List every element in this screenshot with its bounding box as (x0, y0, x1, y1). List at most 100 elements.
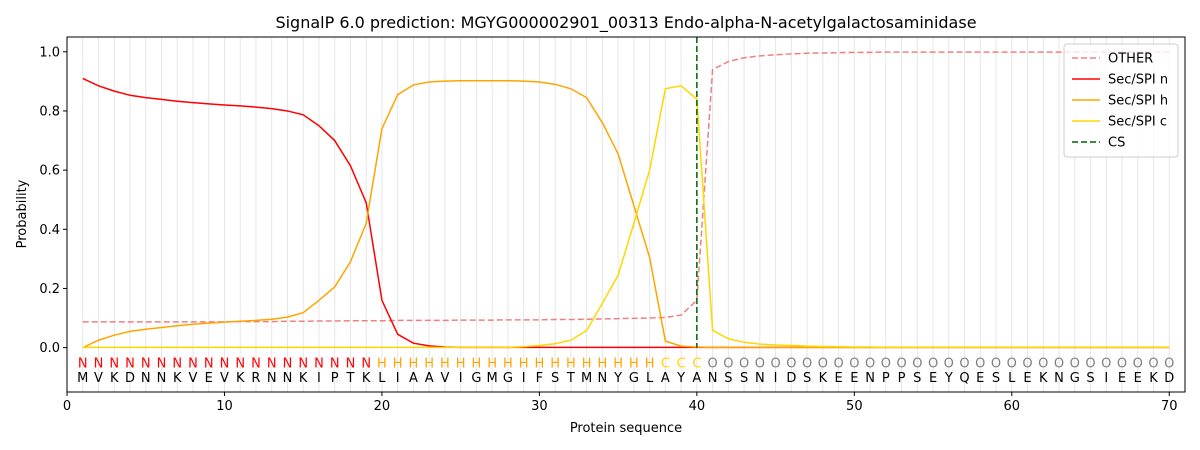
state-label: N (188, 356, 198, 371)
residue-label: M (581, 371, 592, 386)
residue-label: S (1086, 371, 1094, 386)
state-label: O (1164, 356, 1174, 371)
residue-label: E (929, 371, 937, 386)
state-label: H (393, 356, 403, 371)
state-label: H (440, 356, 450, 371)
residue-label: D (786, 371, 796, 386)
residue-label: G (471, 371, 481, 386)
residue-label: S (551, 371, 559, 386)
state-label: O (1148, 356, 1158, 371)
residue-label: D (1164, 371, 1174, 386)
state-label: H (472, 356, 482, 371)
residue-label: F (536, 371, 543, 386)
residue-label: G (1070, 371, 1080, 386)
residue-label: Q (959, 371, 969, 386)
residue-label: D (125, 371, 135, 386)
state-label: O (833, 356, 843, 371)
x-axis-label: Protein sequence (570, 421, 682, 436)
y-tick-label: 0.2 (39, 282, 60, 297)
residue-label: N (141, 371, 151, 386)
state-label: O (818, 356, 828, 371)
state-label: H (487, 356, 497, 371)
state-label: O (770, 356, 780, 371)
legend-label: Sec/SPI h (1108, 94, 1168, 109)
residue-label: A (425, 371, 434, 386)
residue-label: S (803, 371, 811, 386)
state-label: N (346, 356, 356, 371)
x-tick-label: 30 (531, 399, 548, 414)
residue-label: N (267, 371, 277, 386)
residue-label: E (1023, 371, 1031, 386)
state-label: H (613, 356, 623, 371)
residue-label: S (740, 371, 748, 386)
state-label: N (141, 356, 151, 371)
residue-label: N (598, 371, 608, 386)
series-line (82, 77, 1170, 349)
state-label: O (912, 356, 922, 371)
residue-label: P (882, 371, 890, 386)
residue-label: E (976, 371, 984, 386)
residue-label: E (1134, 371, 1142, 386)
residue-label: P (898, 371, 906, 386)
state-label: N (314, 356, 324, 371)
residue-label: L (1008, 371, 1016, 386)
residue-label: I (774, 371, 778, 386)
residue-label: K (1149, 371, 1158, 386)
residue-label: Y (676, 371, 685, 386)
series-line (82, 85, 1170, 349)
residue-label: Y (944, 371, 953, 386)
state-label: O (1070, 356, 1080, 371)
residue-label: N (755, 371, 765, 386)
state-label: N (94, 356, 104, 371)
residue-label: E (1118, 371, 1126, 386)
state-label: N (298, 356, 308, 371)
residue-label: K (173, 371, 182, 386)
state-label: H (582, 356, 592, 371)
state-label: O (1007, 356, 1017, 371)
state-label: H (409, 356, 419, 371)
residue-label: N (157, 371, 167, 386)
residue-label: R (251, 371, 260, 386)
state-label: O (739, 356, 749, 371)
state-label: N (109, 356, 119, 371)
y-tick-label: 0.0 (39, 341, 60, 356)
legend-box (1063, 43, 1179, 158)
residue-label: K (1039, 371, 1048, 386)
residue-label: A (692, 371, 701, 386)
residue-label: T (566, 371, 575, 386)
y-tick-label: 0.8 (39, 104, 60, 119)
y-tick-label: 0.6 (39, 164, 60, 179)
state-label: O (802, 356, 812, 371)
state-label: H (629, 356, 639, 371)
residue-label: V (94, 371, 103, 386)
state-label: N (330, 356, 340, 371)
state-label: N (157, 356, 167, 371)
legend-label: CS (1108, 136, 1125, 151)
state-label: O (786, 356, 796, 371)
residue-label: G (503, 371, 513, 386)
residue-label: L (646, 371, 654, 386)
x-tick-label: 10 (216, 399, 233, 414)
residue-label: Y (613, 371, 622, 386)
residue-label: I (522, 371, 526, 386)
state-label: H (456, 356, 466, 371)
state-label: N (267, 356, 277, 371)
residue-label: E (850, 371, 858, 386)
residue-label: S (724, 371, 732, 386)
residue-label: E (834, 371, 842, 386)
y-axis-label: Probability (15, 179, 30, 248)
state-label: O (1101, 356, 1111, 371)
state-label: H (519, 356, 529, 371)
residue-label: S (992, 371, 1000, 386)
state-label: C (661, 356, 670, 371)
plot-frame (66, 36, 1186, 393)
residue-label: N (865, 371, 875, 386)
residue-label: N (1054, 371, 1064, 386)
residue-label: K (299, 371, 308, 386)
state-label: N (220, 356, 230, 371)
state-label: O (755, 356, 765, 371)
legend-label: Sec/SPI n (1108, 73, 1168, 88)
state-label: H (535, 356, 545, 371)
residue-label: K (236, 371, 245, 386)
